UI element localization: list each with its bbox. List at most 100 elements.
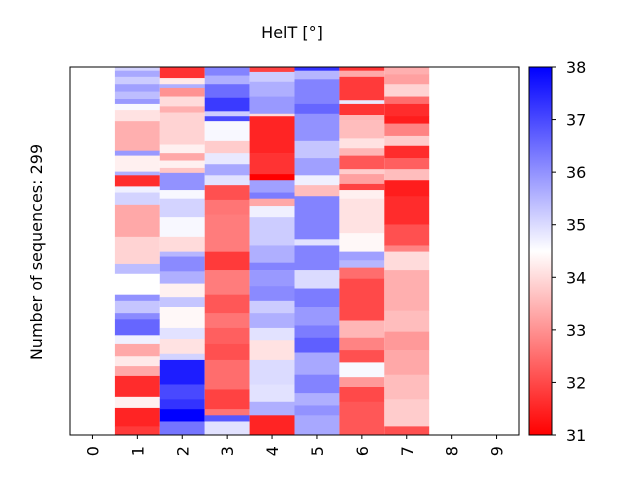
heatmap-cell <box>339 138 385 149</box>
heatmap-cell <box>294 270 340 289</box>
heatmap-cell <box>384 145 430 159</box>
plot-frame <box>69 66 520 436</box>
x-tick-label: 3 <box>218 446 237 456</box>
heatmap-cell <box>114 171 160 176</box>
colorbar-tick-label: 37 <box>566 111 586 130</box>
heatmap-cell <box>384 67 430 75</box>
heatmap-cell <box>114 426 160 436</box>
heatmap-cell <box>339 350 385 363</box>
heatmap-cell <box>204 251 250 271</box>
heatmap-cell <box>249 340 295 361</box>
x-axis-ticks: 0 1 2 3 4 5 6 7 8 9 <box>83 435 507 456</box>
x-tick-label: 9 <box>488 446 507 456</box>
heatmap-cell <box>114 343 160 357</box>
heatmap-cell <box>249 359 295 385</box>
heatmap-cell <box>159 421 205 436</box>
heatmap-cell <box>159 256 205 272</box>
heatmap-cell <box>114 375 160 398</box>
heatmap-cell <box>249 174 295 181</box>
heatmap-cell <box>114 300 160 314</box>
heatmap-cell <box>249 245 295 263</box>
heatmap-cells <box>114 67 430 436</box>
heatmap-cell <box>294 239 340 246</box>
heatmap-cell <box>159 217 205 238</box>
heatmap-cell <box>339 260 385 268</box>
heatmap-cell <box>384 84 430 97</box>
colorbar <box>528 66 553 436</box>
heatmap-cell <box>384 180 430 197</box>
heatmap-cell <box>294 307 340 326</box>
heatmap-cell <box>294 337 340 353</box>
heatmap-cell <box>294 415 340 436</box>
heatmap-cell <box>339 67 385 71</box>
heatmap-cell <box>114 76 160 85</box>
heatmap-cell <box>294 288 340 308</box>
heatmap-cell <box>339 267 385 279</box>
heatmap-cell <box>339 198 385 234</box>
heatmap-cell <box>249 286 295 302</box>
colorbar-tick-label: 31 <box>566 426 586 445</box>
heatmap-cell <box>294 158 340 176</box>
heatmap-cell <box>249 327 295 341</box>
heatmap-cell <box>114 175 160 187</box>
heatmap-cell <box>384 224 430 246</box>
heatmap-cell <box>159 384 205 400</box>
heatmap-cell <box>294 185 340 197</box>
x-tick-label: 7 <box>398 446 417 456</box>
heatmap-cell <box>294 79 340 105</box>
heatmap-cell <box>114 121 160 151</box>
heatmap-cell <box>384 116 430 124</box>
heatmap-cell <box>384 350 430 375</box>
heatmap-cell <box>114 150 160 156</box>
x-tick-label: 6 <box>353 446 372 456</box>
heatmap-cell <box>159 327 205 340</box>
heatmap-cell <box>294 67 340 71</box>
x-tick-label: 0 <box>83 446 102 456</box>
heatmap-cell <box>114 186 160 193</box>
heatmap-cell <box>339 100 385 105</box>
heatmap-cell <box>294 374 340 394</box>
heatmap-cell <box>204 409 250 416</box>
heatmap-cell <box>294 352 340 375</box>
heatmap-cell <box>384 426 430 436</box>
heatmap-cell <box>249 206 295 218</box>
heatmap-cell <box>114 70 160 78</box>
heatmap-cell <box>114 91 160 100</box>
heatmap-cell <box>159 409 205 422</box>
heatmap-cell <box>159 160 205 169</box>
heatmap-cell <box>204 164 250 176</box>
heatmap-cell <box>294 325 340 339</box>
heatmap-cell <box>114 319 160 336</box>
heatmap-cell <box>114 84 160 92</box>
heatmap-cell <box>339 337 385 351</box>
heatmap-cell <box>339 401 385 436</box>
heatmap-cell <box>339 320 385 339</box>
heatmap-cell <box>384 310 430 332</box>
heatmap-cell <box>159 339 205 355</box>
heatmap-cell <box>339 76 385 101</box>
heatmap-cell <box>159 67 205 79</box>
heatmap-cell <box>159 236 205 252</box>
heatmap-cell <box>384 74 430 85</box>
x-tick-label: 1 <box>128 446 147 456</box>
heatmap-cell <box>249 113 295 117</box>
heatmap-cell <box>384 270 430 311</box>
heatmap-cell <box>204 97 250 112</box>
heatmap-cell <box>384 169 430 181</box>
heatmap-cell <box>204 185 250 201</box>
heatmap-cell <box>114 67 160 71</box>
heatmap-cell <box>204 294 250 314</box>
heatmap-cell <box>159 153 205 161</box>
heatmap-cell <box>384 103 430 117</box>
heatmap-cell <box>204 111 250 117</box>
heatmap-cell <box>204 140 250 154</box>
heatmap-cell <box>249 384 295 403</box>
heatmap-cell <box>204 67 250 76</box>
heatmap-cell <box>249 81 295 97</box>
heatmap-cell <box>249 300 295 314</box>
heatmap-cell <box>159 307 205 329</box>
heatmap-cell <box>159 172 205 191</box>
heatmap-cell <box>204 270 250 295</box>
heatmap-cell <box>114 192 160 206</box>
colorbar-tick-label: 33 <box>566 321 586 340</box>
